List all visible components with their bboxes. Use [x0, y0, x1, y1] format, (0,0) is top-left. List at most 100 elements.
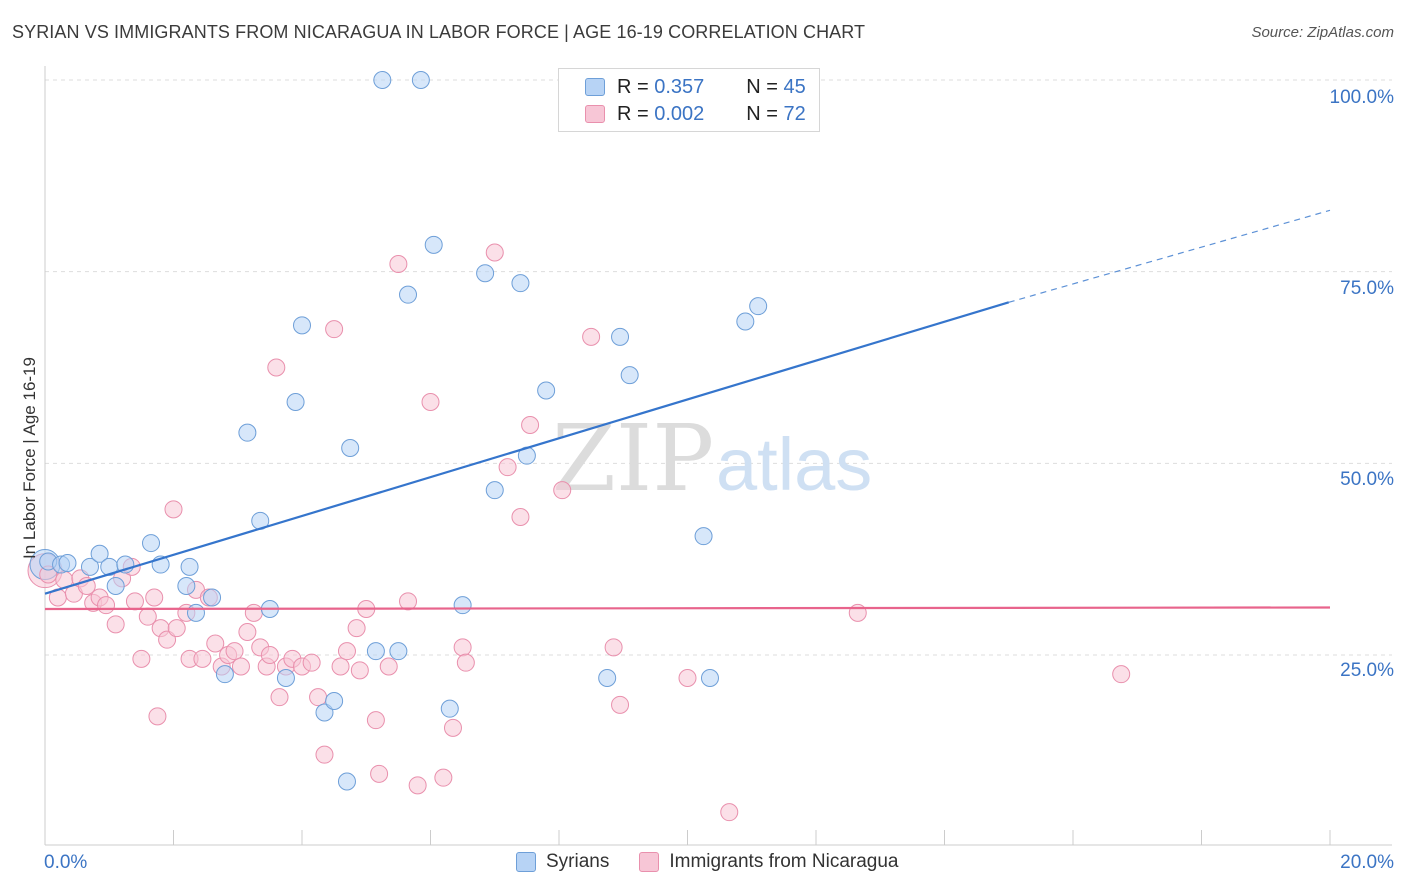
n-label: N =	[746, 102, 778, 125]
syrians-point	[694, 527, 713, 546]
syrians-point	[700, 669, 719, 687]
nicaragua-point	[498, 458, 517, 477]
nicaragua-point	[678, 669, 697, 687]
nicaragua-point	[331, 657, 350, 676]
syrians-point	[325, 692, 344, 710]
nicaragua-point	[158, 630, 177, 649]
nicaragua-point	[421, 393, 440, 411]
syrians-point	[736, 312, 755, 331]
syrians-n-value: 45	[783, 75, 806, 98]
syrians-point	[177, 577, 196, 595]
nicaragua-point	[399, 592, 418, 611]
nicaragua-point	[260, 646, 279, 664]
nicaragua-point	[238, 623, 257, 641]
nicaragua-point	[337, 642, 356, 661]
watermark-zip: ZIP	[552, 405, 714, 512]
syrians-point	[276, 669, 295, 687]
nicaragua-swatch	[585, 105, 605, 123]
nicaragua-point	[106, 615, 125, 634]
nicaragua-point	[145, 588, 164, 607]
syrians-point	[215, 665, 234, 684]
syrians-trend-line	[44, 301, 1010, 595]
syrians-point	[337, 772, 356, 791]
x-tick-label-min: 0.0%	[44, 852, 88, 873]
syrians-point	[366, 642, 385, 661]
nicaragua-point	[1112, 665, 1131, 684]
syrians-point	[389, 642, 408, 661]
nicaragua-point	[521, 416, 540, 434]
nicaragua-point	[848, 603, 867, 622]
nicaragua-point	[231, 657, 250, 676]
syrians-point	[411, 71, 430, 89]
nicaragua-point	[302, 653, 321, 672]
syrians-point	[186, 603, 205, 622]
legend-row-syrians: R = 0.357 N = 45	[585, 74, 806, 100]
syrians-point	[315, 703, 334, 722]
nicaragua-point	[244, 603, 263, 622]
y-axis-title: In Labor Force | Age 16-19	[20, 357, 39, 559]
syrians-point	[424, 235, 443, 254]
series-legend: Syrians Immigrants from Nicaragua	[516, 851, 928, 873]
syrians-point	[180, 557, 199, 576]
nicaragua-n-value: 72	[783, 102, 806, 125]
syrians-point	[58, 554, 77, 572]
syrians-point	[453, 596, 472, 615]
syrians-point	[90, 544, 109, 563]
nicaragua-point	[379, 657, 398, 676]
nicaragua-legend-swatch	[639, 852, 660, 872]
syrians-swatch	[585, 78, 605, 96]
r-label: R =	[617, 75, 649, 98]
syrians-point	[106, 577, 125, 595]
syrians-point	[203, 588, 222, 607]
stats-legend: R = 0.357 N = 45 R = 0.002 N = 72	[558, 68, 820, 132]
syrians-legend-swatch	[516, 852, 536, 872]
n-label: N =	[746, 75, 778, 98]
nicaragua-point	[167, 619, 186, 638]
syrians-point	[537, 381, 556, 400]
nicaragua-point	[309, 688, 328, 707]
syrians-point	[611, 327, 630, 346]
nicaragua-point	[206, 634, 225, 653]
syrians-trend-extension	[1008, 209, 1331, 303]
nicaragua-point	[225, 642, 244, 661]
y-tick-label: 25.0%	[1340, 660, 1394, 681]
chart-source: Source: ZipAtlas.com	[1251, 24, 1394, 41]
x-tick-label-max: 20.0%	[1340, 852, 1394, 873]
legend-item-nicaragua[interactable]: Immigrants from Nicaragua	[639, 851, 898, 873]
nicaragua-point	[193, 649, 212, 668]
nicaragua-point	[511, 508, 530, 526]
nicaragua-point	[315, 745, 334, 764]
nicaragua-r-value: 0.002	[654, 102, 705, 125]
r-label: R =	[617, 102, 649, 125]
nicaragua-point	[350, 661, 369, 680]
nicaragua-point	[347, 619, 366, 638]
nicaragua-point	[125, 592, 144, 611]
y-tick-label: 75.0%	[1340, 278, 1394, 299]
nicaragua-point	[604, 638, 623, 657]
syrians-point	[485, 481, 504, 500]
trend-lines	[44, 209, 1331, 611]
chart-title: SYRIAN VS IMMIGRANTS FROM NICARAGUA IN L…	[12, 22, 866, 42]
nicaragua-point	[132, 649, 151, 668]
nicaragua-point	[443, 718, 462, 737]
nicaragua-point	[720, 803, 739, 822]
syrians-point	[440, 699, 459, 718]
nicaragua-point	[553, 481, 572, 500]
syrians-point	[373, 71, 392, 89]
syrians-point	[293, 316, 311, 335]
syrians-point	[598, 669, 617, 687]
nicaragua-point	[611, 695, 630, 714]
nicaragua-point	[325, 320, 344, 339]
nicaragua-point	[97, 596, 116, 615]
nicaragua-point	[270, 688, 289, 707]
nicaragua-point	[456, 653, 475, 672]
nicaragua-point	[408, 776, 427, 795]
grid-lines	[45, 79, 1392, 656]
nicaragua-point	[434, 768, 453, 787]
syrians-point	[511, 274, 530, 293]
legend-item-syrians[interactable]: Syrians	[516, 851, 609, 873]
nicaragua-point	[389, 255, 408, 273]
nicaragua-trend-line	[44, 606, 1331, 611]
syrians-legend-label: Syrians	[546, 851, 610, 872]
